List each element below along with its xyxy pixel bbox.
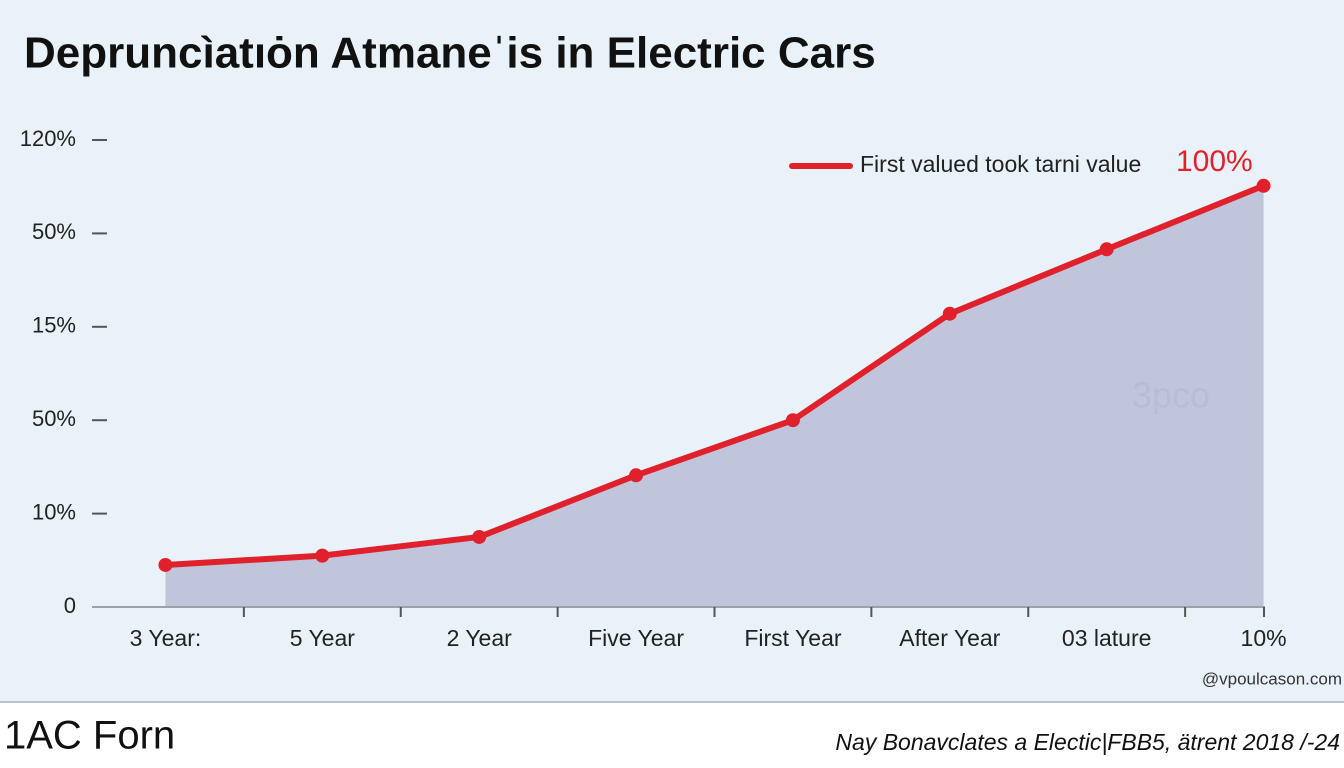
point <box>472 529 487 544</box>
y-tick-label: 15% <box>32 313 76 338</box>
y-tick-label: 120% <box>20 126 76 151</box>
point <box>629 468 644 483</box>
line <box>165 182 1265 568</box>
y-tick-label: 50% <box>32 406 76 431</box>
x-tick-label: Five Year <box>588 625 684 651</box>
y-tick-label: 10% <box>32 499 76 524</box>
y-tick-label: 0 <box>64 593 76 618</box>
area <box>165 185 1264 608</box>
x-tick-label: 10% <box>1241 625 1287 651</box>
point <box>785 413 800 428</box>
footer-right: Nay Bonavclates a Electic|FBB5, ätrent 2… <box>835 729 1340 755</box>
footer-left: 1AC Forn <box>4 714 175 758</box>
point <box>158 557 173 572</box>
point <box>315 548 330 563</box>
y-tick-label: 50% <box>32 219 76 244</box>
x-tick-label: 5 Year <box>290 625 356 651</box>
chart-title: Depruncìatıȯn Atmaneˈis in Electric Cars <box>24 29 876 78</box>
point <box>1256 178 1271 193</box>
annotation: 100% <box>1176 145 1253 178</box>
x-tick-label: 03 lature <box>1062 625 1152 651</box>
x-tick-label: First Year <box>744 625 841 651</box>
point <box>942 306 957 321</box>
x-tick-label: After Year <box>899 625 1000 651</box>
watermark: @vpoulcason.com <box>1202 669 1342 688</box>
point <box>1099 242 1114 257</box>
legend-label: First valued took tarni value <box>860 151 1141 177</box>
x-tick-label: 3 Year: <box>130 625 202 651</box>
x-tick-label: 2 Year <box>447 625 513 651</box>
